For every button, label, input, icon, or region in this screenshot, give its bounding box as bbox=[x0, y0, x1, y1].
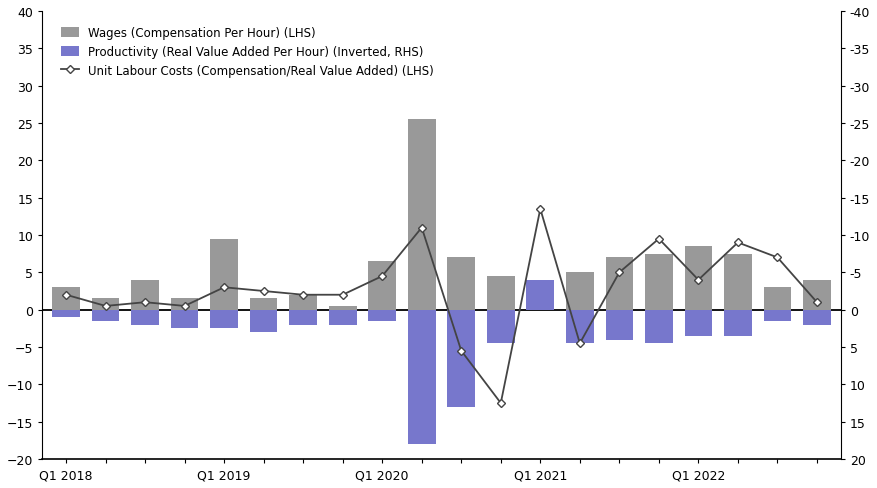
Unit Labour Costs (Compensation/Real Value Added) (LHS) bbox=[574, 341, 585, 346]
Bar bbox=[526, 280, 554, 310]
Bar bbox=[487, 277, 515, 310]
Bar bbox=[724, 254, 752, 310]
Unit Labour Costs (Compensation/Real Value Added) (LHS) bbox=[653, 236, 664, 242]
Unit Labour Costs (Compensation/Real Value Added) (LHS) bbox=[417, 225, 427, 231]
Unit Labour Costs (Compensation/Real Value Added) (LHS) bbox=[259, 288, 269, 294]
Bar bbox=[368, 262, 396, 310]
Bar bbox=[408, 120, 436, 310]
Unit Labour Costs (Compensation/Real Value Added) (LHS) bbox=[812, 300, 823, 305]
Bar bbox=[210, 310, 238, 328]
Unit Labour Costs (Compensation/Real Value Added) (LHS) bbox=[219, 285, 230, 290]
Line: Unit Labour Costs (Compensation/Real Value Added) (LHS): Unit Labour Costs (Compensation/Real Val… bbox=[63, 206, 820, 407]
Unit Labour Costs (Compensation/Real Value Added) (LHS) bbox=[693, 277, 703, 283]
Unit Labour Costs (Compensation/Real Value Added) (LHS) bbox=[61, 292, 71, 298]
Bar bbox=[566, 310, 594, 344]
Bar bbox=[724, 310, 752, 336]
Bar bbox=[53, 310, 80, 318]
Bar bbox=[171, 299, 198, 310]
Legend: Wages (Compensation Per Hour) (LHS), Productivity (Real Value Added Per Hour) (I: Wages (Compensation Per Hour) (LHS), Pro… bbox=[56, 22, 438, 82]
Unit Labour Costs (Compensation/Real Value Added) (LHS) bbox=[139, 300, 150, 305]
Bar bbox=[605, 258, 633, 310]
Bar bbox=[329, 306, 357, 310]
Unit Labour Costs (Compensation/Real Value Added) (LHS) bbox=[377, 274, 388, 280]
Unit Labour Costs (Compensation/Real Value Added) (LHS) bbox=[100, 304, 111, 309]
Bar bbox=[92, 310, 119, 321]
Bar bbox=[132, 310, 159, 325]
Unit Labour Costs (Compensation/Real Value Added) (LHS) bbox=[180, 304, 190, 309]
Bar bbox=[408, 310, 436, 444]
Bar bbox=[210, 239, 238, 310]
Unit Labour Costs (Compensation/Real Value Added) (LHS) bbox=[772, 255, 782, 261]
Bar bbox=[289, 310, 317, 325]
Bar bbox=[289, 295, 317, 310]
Unit Labour Costs (Compensation/Real Value Added) (LHS) bbox=[456, 348, 467, 354]
Bar bbox=[447, 310, 475, 407]
Bar bbox=[487, 310, 515, 344]
Unit Labour Costs (Compensation/Real Value Added) (LHS) bbox=[298, 292, 309, 298]
Bar bbox=[605, 310, 633, 340]
Bar bbox=[566, 273, 594, 310]
Bar bbox=[645, 254, 673, 310]
Bar bbox=[132, 280, 159, 310]
Bar bbox=[764, 310, 791, 321]
Bar bbox=[329, 310, 357, 325]
Bar bbox=[447, 258, 475, 310]
Bar bbox=[803, 310, 831, 325]
Bar bbox=[368, 310, 396, 321]
Bar bbox=[764, 287, 791, 310]
Bar bbox=[685, 310, 712, 336]
Bar bbox=[53, 287, 80, 310]
Unit Labour Costs (Compensation/Real Value Added) (LHS) bbox=[614, 270, 624, 276]
Bar bbox=[250, 299, 277, 310]
Bar bbox=[526, 299, 554, 310]
Bar bbox=[685, 246, 712, 310]
Unit Labour Costs (Compensation/Real Value Added) (LHS) bbox=[496, 400, 506, 406]
Bar bbox=[803, 280, 831, 310]
Bar bbox=[171, 310, 198, 328]
Unit Labour Costs (Compensation/Real Value Added) (LHS) bbox=[338, 292, 348, 298]
Bar bbox=[645, 310, 673, 344]
Bar bbox=[250, 310, 277, 332]
Unit Labour Costs (Compensation/Real Value Added) (LHS) bbox=[732, 240, 743, 246]
Bar bbox=[92, 299, 119, 310]
Unit Labour Costs (Compensation/Real Value Added) (LHS) bbox=[535, 206, 545, 212]
